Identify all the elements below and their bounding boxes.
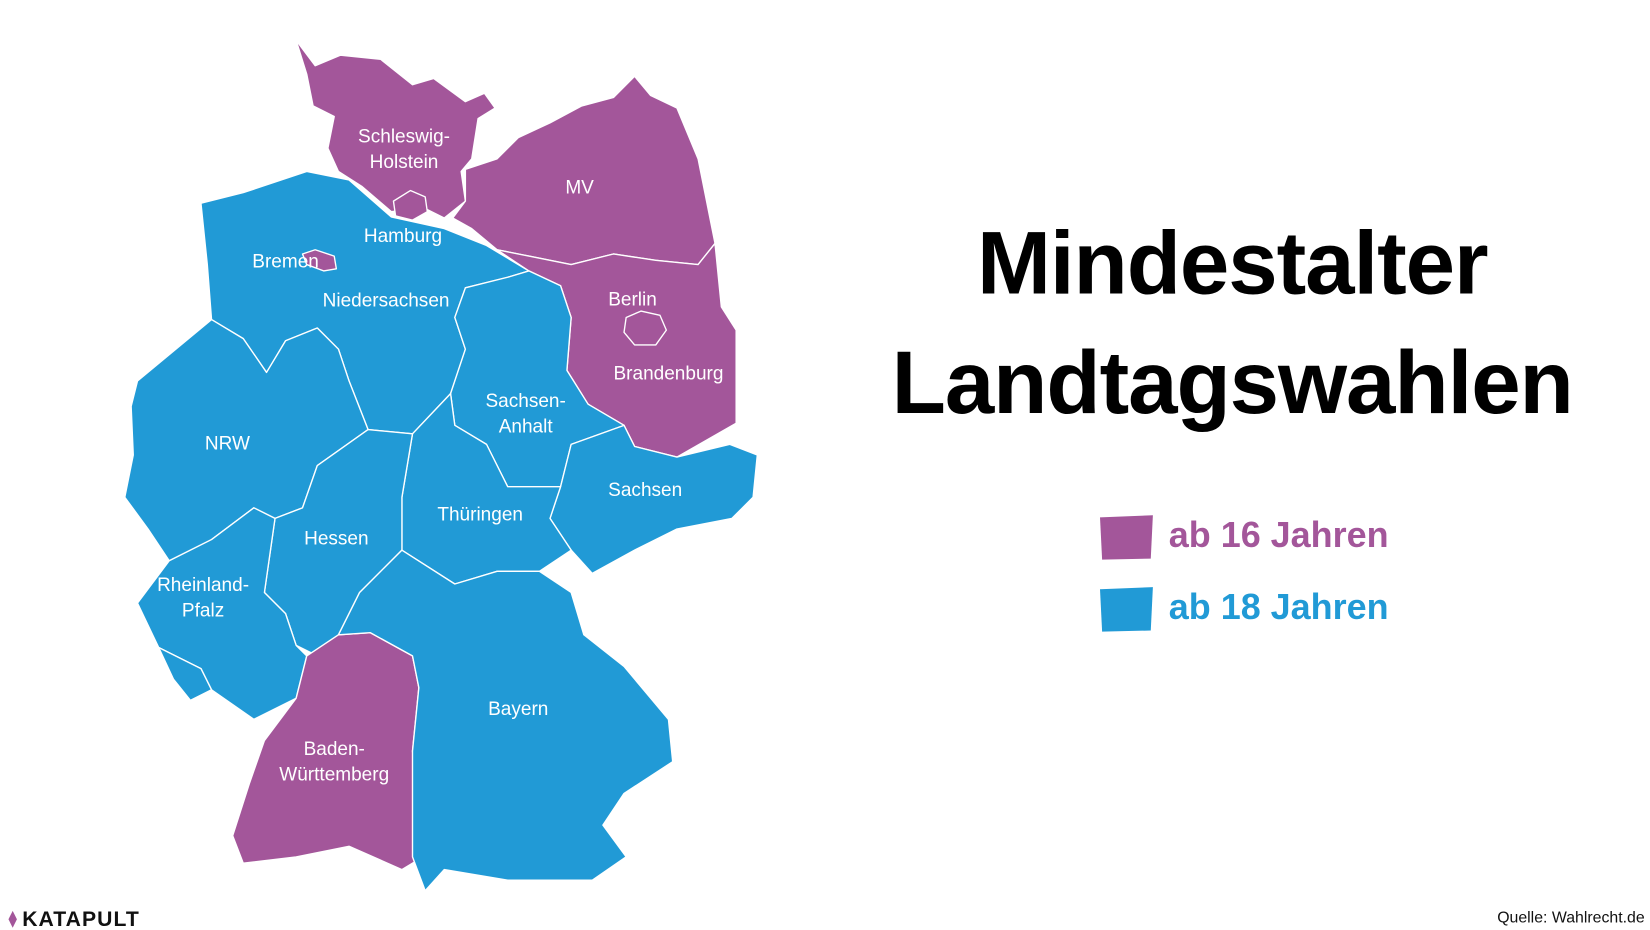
state-area — [452, 75, 716, 266]
state-label: Holstein — [370, 152, 439, 173]
legend-swatch — [1100, 515, 1153, 560]
state-area — [157, 646, 213, 702]
state-label: Niedersachsen — [323, 291, 450, 312]
state-label: Bremen — [252, 251, 319, 272]
state-label: Berlin — [608, 290, 657, 311]
state-area — [392, 189, 428, 221]
state-label: Anhalt — [499, 416, 554, 437]
state-label: Sachsen — [608, 480, 682, 501]
state-label: Sachsen- — [486, 391, 566, 412]
state-label: Bayern — [488, 699, 548, 720]
state-label: Schleswig- — [358, 127, 450, 148]
state-label: NRW — [205, 433, 250, 454]
state-label: MV — [565, 177, 594, 198]
state-label: Saarland — [125, 706, 201, 727]
state-label: Hessen — [304, 529, 368, 550]
legend-swatch — [1100, 587, 1153, 632]
state-area — [549, 424, 758, 575]
state-label: Württemberg — [279, 764, 389, 785]
state-label: Brandenburg — [613, 364, 723, 385]
state-area — [337, 549, 674, 892]
logo: KATAPULT — [22, 908, 140, 930]
legend-label: ab 16 Jahren — [1169, 514, 1389, 555]
source: Quelle: Wahlrecht.de — [1497, 909, 1645, 926]
title-line: Mindestalter — [977, 213, 1488, 312]
legend: ab 16 Jahren ab 18 Jahren — [1100, 514, 1389, 632]
state-label: Hamburg — [364, 226, 442, 247]
state-label: Rheinland- — [157, 575, 249, 596]
state-area — [295, 39, 496, 219]
state-label: Thüringen — [437, 504, 523, 525]
germany-map — [124, 39, 758, 892]
logo-icon — [8, 910, 17, 928]
legend-label: ab 18 Jahren — [1169, 586, 1389, 627]
state-label: Baden- — [304, 739, 365, 760]
state-area — [301, 249, 338, 272]
state-label: Pfalz — [182, 601, 224, 622]
title-line: Landtagswahlen — [892, 333, 1573, 432]
state-area — [623, 310, 668, 346]
